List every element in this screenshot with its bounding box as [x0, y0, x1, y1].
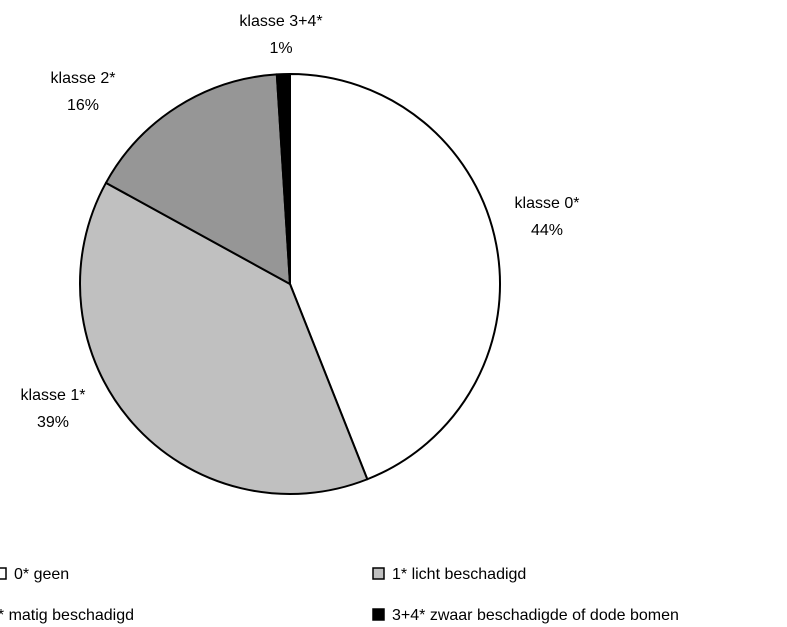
- legend-label-0: 0* geen: [14, 566, 69, 583]
- legend-label-1: 1* licht beschadigd: [392, 566, 526, 583]
- slice-value-klasse-1: 39%: [37, 414, 69, 431]
- slice-label-klasse-0: klasse 0*: [515, 195, 580, 212]
- slice-label-klasse-1: klasse 1*: [21, 387, 86, 404]
- slice-label-klasse-2: klasse 2*: [51, 70, 116, 87]
- pie-slice-klasse-2: [104, 73, 291, 285]
- legend-label-3: 3+4* zwaar beschadigde of dode bomen: [392, 607, 679, 624]
- legend-label-2: 2* matig beschadigd: [0, 607, 134, 624]
- slice-value-klasse-0: 44%: [531, 222, 563, 239]
- legend: 0* geen 1* licht beschadigd 2* matig bes…: [0, 566, 679, 624]
- legend-swatch-1: [372, 567, 385, 580]
- slice-label-klasse-3-4: klasse 3+4*: [239, 13, 322, 30]
- legend-swatch-0: [0, 567, 7, 580]
- pie-slices: [79, 72, 501, 495]
- pie-slice-klasse-3-4: [275, 72, 291, 285]
- legend-swatch-3: [372, 608, 385, 621]
- slice-value-klasse-2: 16%: [67, 97, 99, 114]
- pie-slice-klasse-1: [79, 181, 369, 495]
- pie-slice-klasse-0: [289, 73, 501, 481]
- slice-value-klasse-3-4: 1%: [269, 40, 292, 57]
